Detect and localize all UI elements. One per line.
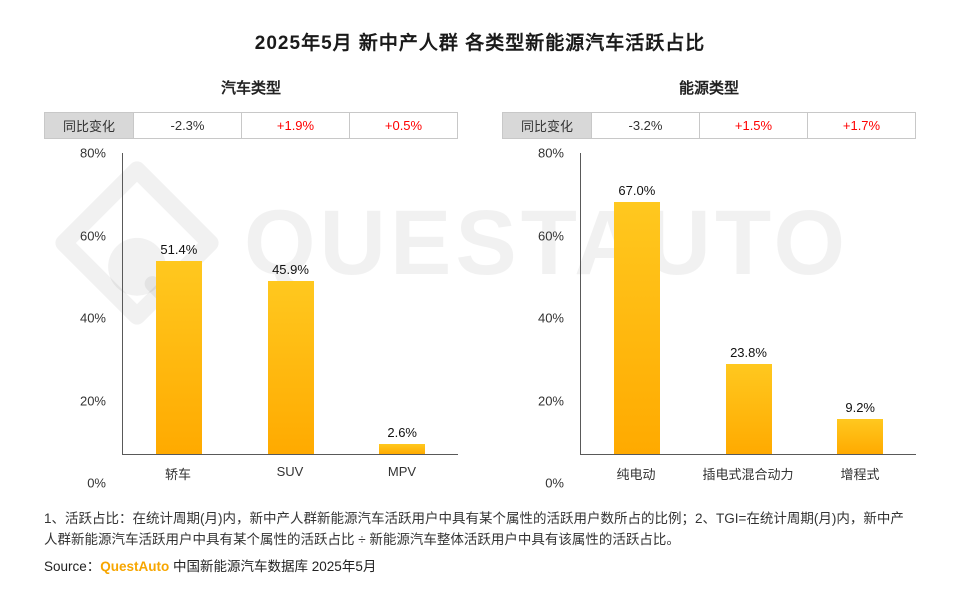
- x-axis-category-label: 纯电动: [616, 467, 656, 482]
- source-brand: QuestAuto: [100, 558, 170, 574]
- bar-value-label: 67.0%: [618, 182, 656, 198]
- source-line: Source：QuestAuto 中国新能源汽车数据库 2025年5月: [0, 555, 960, 575]
- yoy-label: 同比变化: [45, 113, 133, 138]
- yoy-value: +1.5%: [699, 113, 807, 138]
- y-axis-tick-label: 60%: [537, 228, 564, 243]
- plot-area: 67.0% 23.8% 9.2%: [580, 153, 916, 455]
- yoy-value: -3.2%: [591, 113, 699, 138]
- x-axis-category-label: 增程式: [840, 467, 880, 482]
- bar-column: 67.0%: [581, 153, 693, 454]
- y-axis: 0% 20% 40% 60% 80%: [44, 146, 116, 491]
- source-suffix: 中国新能源汽车数据库 2025年5月: [169, 558, 377, 574]
- yoy-table: 同比变化 -2.3% +1.9% +0.5%: [44, 112, 458, 139]
- x-axis-category-label: 轿车: [164, 467, 191, 482]
- bar: [613, 201, 660, 454]
- y-axis-tick-label: 80%: [537, 145, 564, 161]
- footnote: 1、活跃占比：在统计周期(月)内，新中产人群新能源汽车活跃用户中具有某个属性的活…: [44, 511, 904, 547]
- y-axis-tick-label: 0%: [545, 475, 564, 491]
- x-axis-categories: 纯电动 插电式混合动力 增程式: [580, 464, 916, 483]
- y-axis: 0% 20% 40% 60% 80%: [502, 146, 574, 491]
- plot-area: 51.4% 45.9% 2.6%: [122, 153, 458, 455]
- bar-column: 9.2%: [804, 153, 916, 454]
- bar-column: 2.6%: [346, 153, 458, 454]
- y-axis-tick-label: 20%: [79, 393, 106, 408]
- charts-container: 汽车类型 同比变化 -2.3% +1.9% +0.5% 0% 20% 40% 60% 8…: [0, 77, 960, 491]
- x-axis-categories: 轿车 SUV MPV: [122, 464, 458, 483]
- page-title: 2025年5月 新中产人群 各类型新能源汽车活跃占比: [254, 33, 706, 54]
- x-axis-category-label: SUV: [276, 464, 304, 479]
- chart-vehicle-type: 汽车类型 同比变化 -2.3% +1.9% +0.5% 0% 20% 40% 60% 8…: [44, 77, 458, 491]
- yoy-value: -2.3%: [133, 113, 241, 138]
- bar-column: 51.4%: [123, 153, 235, 454]
- yoy-value: +1.7%: [807, 113, 915, 138]
- y-axis-tick-label: 40%: [537, 310, 564, 326]
- bar-value-label: 51.4%: [160, 241, 198, 257]
- y-axis-tick-label: 20%: [537, 393, 564, 408]
- yoy-label: 同比变化: [503, 113, 591, 138]
- yoy-table: 同比变化 -3.2% +1.5% +1.7%: [502, 112, 916, 139]
- yoy-value: +1.9%: [241, 113, 349, 138]
- x-axis-category-label: 插电式混合动力: [702, 467, 794, 482]
- bar-column: 45.9%: [235, 153, 347, 454]
- chart-subtitle: 汽车类型: [220, 80, 281, 97]
- bar-value-label: 23.8%: [730, 345, 767, 361]
- source-prefix: Source：: [44, 558, 101, 574]
- plot-wrap: 0% 20% 40% 60% 80% 51.4% 45.9% 2.6% 轿车 SUV MPV: [44, 146, 458, 491]
- bar-value-label: 2.6%: [387, 425, 417, 441]
- x-axis-category-label: MPV: [387, 464, 417, 479]
- y-axis-tick-label: 0%: [87, 475, 106, 491]
- bar-column: 23.8%: [693, 153, 805, 454]
- bar: [725, 364, 772, 454]
- y-axis-tick-label: 40%: [79, 310, 106, 326]
- plot-wrap: 0% 20% 40% 60% 80% 67.0% 23.8% 9.2% 纯电动 插电式混合动力…: [502, 146, 916, 491]
- y-axis-tick-label: 80%: [79, 145, 106, 161]
- bar-value-label: 45.9%: [272, 262, 309, 278]
- bar: [379, 444, 426, 454]
- chart-subtitle: 能源类型: [678, 80, 739, 97]
- bar-value-label: 9.2%: [845, 400, 875, 416]
- chart-energy-type: 能源类型 同比变化 -3.2% +1.5% +1.7% 0% 20% 40% 60% 8…: [502, 77, 916, 491]
- bar: [837, 419, 884, 454]
- bar: [267, 281, 314, 454]
- yoy-value: +0.5%: [349, 113, 457, 138]
- y-axis-tick-label: 60%: [79, 228, 106, 243]
- bar: [155, 260, 202, 454]
